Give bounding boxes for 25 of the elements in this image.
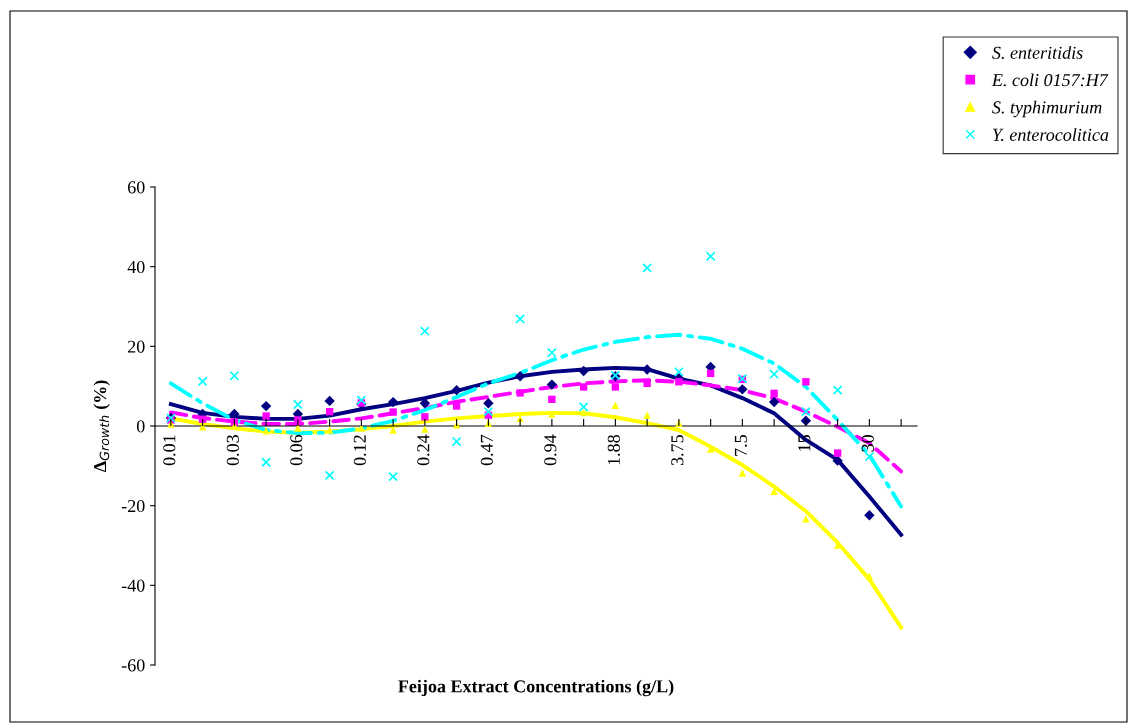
y-tick-label: -60 <box>121 659 145 672</box>
x-tick-label: 0.47 <box>480 434 493 466</box>
x-tick-label: 0.94 <box>544 434 557 466</box>
x-tick-label: 0.24 <box>417 434 430 466</box>
y-axis-title: Δ$_{Growth}$ (%) <box>93 380 110 473</box>
y-tick-label: -20 <box>121 499 145 513</box>
y-tick-label: -40 <box>121 579 145 592</box>
x-tick-label: 15 <box>798 435 811 451</box>
x-tick-label: 0.03 <box>226 435 239 466</box>
x-tick-label: 0.01 <box>163 435 176 466</box>
x-tick-label: 3.75 <box>671 435 684 466</box>
x-tick-label: 1.88 <box>607 435 620 465</box>
y-tick-label: 20 <box>128 340 145 353</box>
legend-label: E. coli 0157:H7 <box>991 73 1109 87</box>
x-axis-title: Feijoa Extract Concentrations (g/L) <box>398 679 674 697</box>
legend-label: Y. enterocolitica <box>992 128 1109 141</box>
x-tick-label: 7.5 <box>734 435 747 456</box>
x-tick-label: 30 <box>861 435 874 452</box>
legend-label: S. enteritidis <box>992 46 1083 59</box>
y-tick-label: 40 <box>127 260 145 274</box>
y-tick-label: 0 <box>136 420 145 433</box>
x-tick-label: 0.12 <box>353 435 366 466</box>
x-tick-label: 0.06 <box>290 434 303 466</box>
legend-label: S. typhimurium <box>992 100 1102 118</box>
y-tick-label: 60 <box>128 181 145 194</box>
